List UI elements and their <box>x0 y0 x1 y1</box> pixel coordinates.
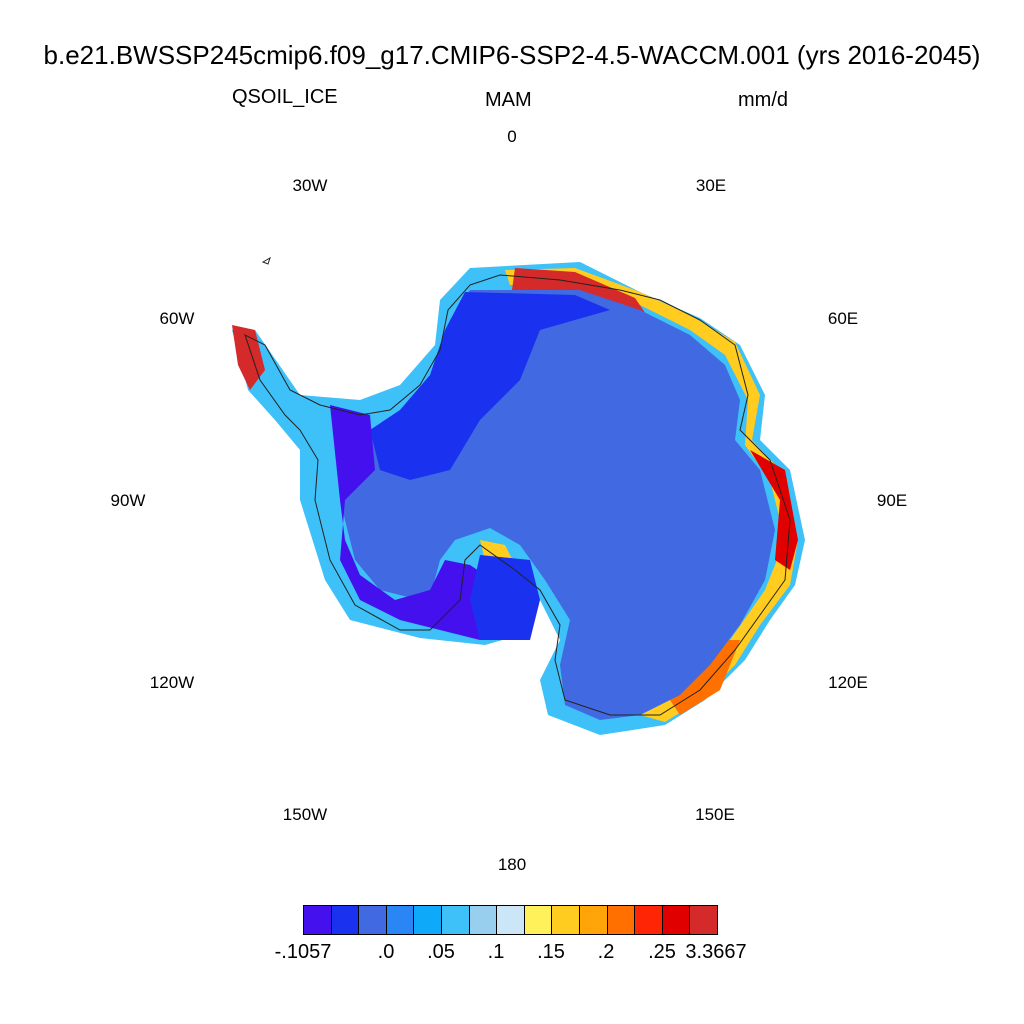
colorbar-label: .1 <box>487 941 505 963</box>
colorbar-swatch <box>331 906 360 934</box>
interior-ice <box>330 290 775 720</box>
colorbar <box>303 905 718 935</box>
colorbar-swatch <box>304 906 332 934</box>
lon-label-120w: 120W <box>149 673 195 692</box>
colorbar-label: -.1057 <box>274 941 332 963</box>
lon-label-60e: 60E <box>827 309 859 328</box>
colorbar-swatch <box>359 906 387 934</box>
lon-label-150e: 150E <box>695 805 735 824</box>
colorbar-label: .15 <box>537 941 565 963</box>
lon-label-60w: 60W <box>159 309 195 328</box>
colorbar-swatch <box>414 906 442 934</box>
lon-label-180: 180 <box>497 855 527 874</box>
lon-label-0: 0 <box>507 127 517 146</box>
colorbar-swatch <box>386 906 415 934</box>
lon-label-30w: 30W <box>292 176 328 195</box>
colorbar-label: 3.3667 <box>685 941 747 963</box>
colorbar-swatch <box>552 906 580 934</box>
colorbar-swatch <box>607 906 636 934</box>
colorbar-swatch <box>690 906 717 934</box>
season-label: MAM <box>485 89 532 111</box>
lon-label-90w: 90W <box>110 491 146 510</box>
colorbar-swatch <box>524 906 553 934</box>
plot-title: b.e21.BWSSP245cmip6.f09_g17.CMIP6-SSP2-4… <box>43 40 981 70</box>
lon-label-90e: 90E <box>876 491 908 510</box>
island-outline <box>261 256 271 265</box>
colorbar-label: .0 <box>377 941 395 963</box>
colorbar-label: .05 <box>427 941 455 963</box>
colorbar-swatch <box>441 906 470 934</box>
lon-label-30e: 30E <box>695 176 727 195</box>
colorbar-swatch <box>497 906 525 934</box>
colorbar-swatch <box>635 906 663 934</box>
coastline <box>244 274 791 716</box>
lon-label-150w: 150W <box>282 805 328 824</box>
lon-label-120e: 120E <box>828 673 868 692</box>
colorbar-label: .2 <box>597 941 615 963</box>
colorbar-swatch <box>579 906 608 934</box>
colorbar-swatch <box>662 906 691 934</box>
colorbar-swatch <box>469 906 498 934</box>
units-label: mm/d <box>738 89 788 111</box>
colorbar-label: .25 <box>648 941 676 963</box>
variable-label: QSOIL_ICE <box>232 86 338 108</box>
